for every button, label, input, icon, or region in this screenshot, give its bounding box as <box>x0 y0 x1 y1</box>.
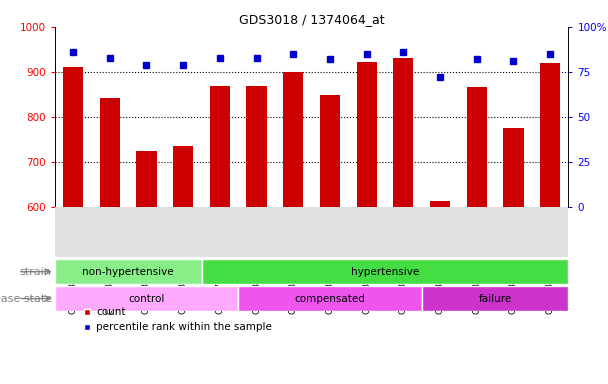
Text: control: control <box>128 293 165 304</box>
Text: disease state: disease state <box>0 293 52 304</box>
Text: strain: strain <box>20 266 52 277</box>
Bar <box>173 146 193 207</box>
Text: failure: failure <box>478 293 512 304</box>
Bar <box>467 87 487 207</box>
Bar <box>430 200 450 207</box>
Bar <box>55 259 201 284</box>
Bar <box>238 286 422 311</box>
Text: hypertensive: hypertensive <box>351 266 419 277</box>
Bar <box>422 286 568 311</box>
Title: GDS3018 / 1374064_at: GDS3018 / 1374064_at <box>239 13 384 26</box>
Bar <box>320 96 340 207</box>
Text: compensated: compensated <box>294 293 365 304</box>
Text: non-hypertensive: non-hypertensive <box>82 266 174 277</box>
Bar <box>503 128 523 207</box>
Bar <box>100 98 120 207</box>
Bar <box>393 58 413 207</box>
Bar <box>246 86 267 207</box>
Legend: count, percentile rank within the sample: count, percentile rank within the sample <box>78 303 276 336</box>
Bar <box>55 286 238 311</box>
Bar <box>210 86 230 207</box>
Bar <box>356 62 377 207</box>
Bar <box>540 63 560 207</box>
Bar <box>63 68 83 207</box>
Bar <box>201 259 568 284</box>
Bar <box>283 72 303 207</box>
Bar <box>136 151 156 207</box>
